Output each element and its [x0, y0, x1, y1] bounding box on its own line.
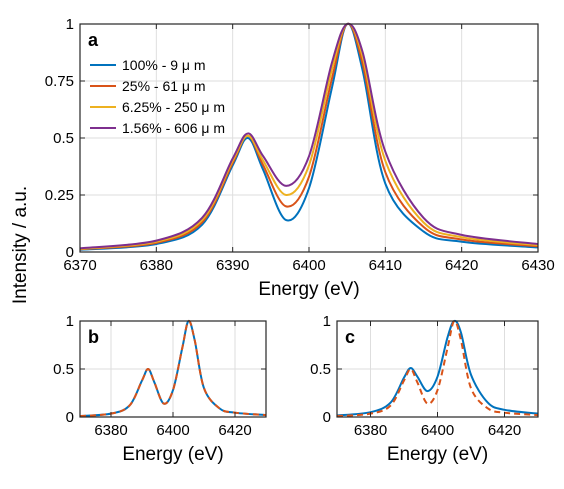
series-line-1 [79, 22, 539, 251]
panel-b-chart: 6380 6400 6420 0 0.5 1 Energy (eV) b [53, 313, 267, 465]
x-tick-label: 6410 [369, 257, 402, 274]
panel-letter: a [88, 30, 99, 50]
y-tick-label: 0.5 [53, 361, 74, 378]
y-axis-label: Intensity / a.u. [10, 186, 31, 304]
x-tick-label: 6420 [218, 422, 251, 439]
series-group [79, 22, 539, 251]
x-axis-label: Energy (eV) [387, 444, 488, 465]
panel-c-chart: 6380 6400 6420 0 0.5 1 Energy (eV) c [310, 313, 539, 465]
legend: 100% - 9 μ m 25% - 61 μ m 6.25% - 250 μ m 1… [90, 57, 225, 136]
x-tick-label: 6390 [216, 257, 249, 274]
y-tick-label: 1 [66, 16, 74, 33]
panel-letter: c [345, 327, 355, 347]
y-tick-label: 0 [323, 409, 331, 426]
series-line-3 [79, 22, 539, 250]
y-tick-label: 0.5 [310, 361, 331, 378]
y-tick-label: 0.5 [53, 130, 74, 147]
y-tick-label: 1 [66, 313, 74, 330]
series-line-4 [79, 22, 539, 250]
x-tick-label: 6370 [63, 257, 96, 274]
legend-entry: 25% - 61 μ m [122, 78, 206, 94]
x-tick-label: 6380 [140, 257, 173, 274]
x-tick-label: 6400 [292, 257, 325, 274]
x-tick-label: 6430 [521, 257, 554, 274]
legend-entry: 100% - 9 μ m [122, 57, 206, 73]
series-line-1 [336, 319, 539, 417]
x-tick-label: 6380 [354, 422, 387, 439]
y-tick-label: 0.25 [45, 187, 74, 204]
x-axis-label: Energy (eV) [258, 279, 359, 300]
y-tick-label: 0 [66, 244, 74, 261]
series-line-1 [79, 319, 267, 418]
panel-a-chart: 6370 6380 6390 6400 6410 6420 6430 0 0.25 0.5 0.75… [45, 16, 555, 300]
x-tick-label: 6420 [445, 257, 478, 274]
y-tick-label: 0.75 [45, 73, 74, 90]
x-axis-label: Energy (eV) [122, 444, 223, 465]
x-tick-label: 6420 [488, 422, 521, 439]
series-group [336, 319, 539, 418]
x-tick-label: 6400 [156, 422, 189, 439]
series-line-2 [336, 319, 539, 418]
x-tick-label: 6400 [421, 422, 454, 439]
y-tick-label: 0 [66, 409, 74, 426]
x-tick-label: 6380 [94, 422, 127, 439]
legend-entry: 1.56% - 606 μ m [122, 120, 225, 136]
legend-entry: 6.25% - 250 μ m [122, 99, 225, 115]
y-tick-label: 1 [323, 313, 331, 330]
panel-letter: b [88, 327, 99, 347]
series-group [79, 319, 267, 418]
series-line-2 [79, 22, 539, 251]
